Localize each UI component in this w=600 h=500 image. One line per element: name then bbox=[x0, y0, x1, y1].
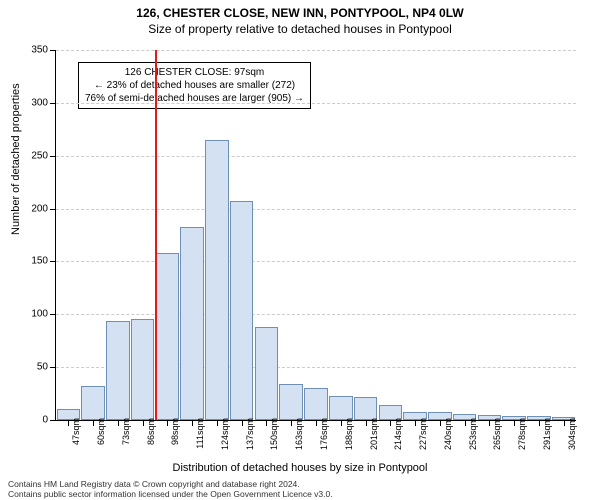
x-tick bbox=[415, 420, 416, 426]
histogram-bar bbox=[279, 384, 303, 420]
y-tick bbox=[50, 209, 56, 210]
y-tick-label: 0 bbox=[18, 415, 48, 426]
y-tick-label: 350 bbox=[18, 45, 48, 56]
x-tick bbox=[514, 420, 515, 426]
x-tick-label: 150sqm bbox=[269, 418, 279, 450]
histogram-bar bbox=[304, 388, 328, 420]
y-tick-label: 50 bbox=[18, 362, 48, 373]
histogram-bar bbox=[81, 386, 105, 420]
y-tick-label: 200 bbox=[18, 203, 48, 214]
x-tick bbox=[291, 420, 292, 426]
x-tick bbox=[93, 420, 94, 426]
y-tick-label: 150 bbox=[18, 256, 48, 267]
x-tick-label: 188sqm bbox=[344, 418, 354, 450]
x-tick-label: 86sqm bbox=[146, 418, 156, 445]
x-tick-label: 137sqm bbox=[245, 418, 255, 450]
marker-line bbox=[155, 50, 157, 420]
x-tick bbox=[564, 420, 565, 426]
x-tick bbox=[390, 420, 391, 426]
y-tick bbox=[50, 420, 56, 421]
attribution-line-1: Contains HM Land Registry data © Crown c… bbox=[8, 479, 333, 489]
y-tick-label: 300 bbox=[18, 97, 48, 108]
x-tick bbox=[539, 420, 540, 426]
x-tick-label: 253sqm bbox=[468, 418, 478, 450]
x-axis-title: Distribution of detached houses by size … bbox=[0, 462, 600, 474]
x-tick bbox=[465, 420, 466, 426]
histogram-bar bbox=[329, 396, 353, 420]
gridline bbox=[56, 209, 576, 210]
x-tick bbox=[167, 420, 168, 426]
x-tick-label: 176sqm bbox=[319, 418, 329, 450]
x-tick-label: 163sqm bbox=[294, 418, 304, 450]
x-tick-label: 265sqm bbox=[492, 418, 502, 450]
x-tick bbox=[341, 420, 342, 426]
y-tick bbox=[50, 314, 56, 315]
histogram-bar bbox=[255, 327, 279, 420]
attribution: Contains HM Land Registry data © Crown c… bbox=[8, 479, 333, 499]
x-tick bbox=[316, 420, 317, 426]
gridline bbox=[56, 314, 576, 315]
x-tick-label: 278sqm bbox=[517, 418, 527, 450]
gridline bbox=[56, 50, 576, 51]
y-tick bbox=[50, 156, 56, 157]
x-tick bbox=[440, 420, 441, 426]
annotation-line-1: 126 CHESTER CLOSE: 97sqm bbox=[85, 66, 304, 79]
y-tick bbox=[50, 103, 56, 104]
x-tick bbox=[489, 420, 490, 426]
gridline bbox=[56, 103, 576, 104]
x-tick bbox=[366, 420, 367, 426]
x-tick bbox=[118, 420, 119, 426]
x-tick bbox=[266, 420, 267, 426]
page-title-2: Size of property relative to detached ho… bbox=[0, 20, 600, 36]
x-tick-label: 304sqm bbox=[567, 418, 577, 450]
gridline bbox=[56, 156, 576, 157]
x-tick-label: 98sqm bbox=[170, 418, 180, 445]
x-tick bbox=[242, 420, 243, 426]
histogram-bar bbox=[106, 321, 130, 420]
page-title-1: 126, CHESTER CLOSE, NEW INN, PONTYPOOL, … bbox=[0, 0, 600, 20]
histogram-bar bbox=[180, 227, 204, 420]
chart-container: 126, CHESTER CLOSE, NEW INN, PONTYPOOL, … bbox=[0, 0, 600, 500]
histogram-bar bbox=[354, 397, 378, 420]
attribution-line-2: Contains public sector information licen… bbox=[8, 489, 333, 499]
x-tick bbox=[68, 420, 69, 426]
histogram-bar bbox=[131, 319, 155, 420]
x-tick-label: 111sqm bbox=[195, 418, 205, 449]
x-tick-label: 291sqm bbox=[542, 418, 552, 450]
x-tick bbox=[143, 420, 144, 426]
x-tick-label: 240sqm bbox=[443, 418, 453, 450]
x-tick-label: 60sqm bbox=[96, 418, 106, 445]
y-tick bbox=[50, 50, 56, 51]
x-tick-label: 73sqm bbox=[121, 418, 131, 445]
histogram-bar bbox=[205, 140, 229, 420]
x-tick-label: 227sqm bbox=[418, 418, 428, 450]
x-tick bbox=[192, 420, 193, 426]
histogram-bar bbox=[156, 253, 180, 420]
y-tick-label: 100 bbox=[18, 309, 48, 320]
x-tick-label: 201sqm bbox=[369, 418, 379, 450]
annotation-line-2: ← 23% of detached houses are smaller (27… bbox=[85, 79, 304, 92]
y-tick bbox=[50, 261, 56, 262]
chart-area: 126 CHESTER CLOSE: 97sqm ← 23% of detach… bbox=[55, 50, 576, 421]
y-tick-label: 250 bbox=[18, 150, 48, 161]
x-tick-label: 124sqm bbox=[220, 418, 230, 450]
y-tick bbox=[50, 367, 56, 368]
gridline bbox=[56, 261, 576, 262]
x-tick-label: 214sqm bbox=[393, 418, 403, 450]
x-tick-label: 47sqm bbox=[71, 418, 81, 445]
x-tick bbox=[217, 420, 218, 426]
histogram-bar bbox=[230, 201, 254, 420]
